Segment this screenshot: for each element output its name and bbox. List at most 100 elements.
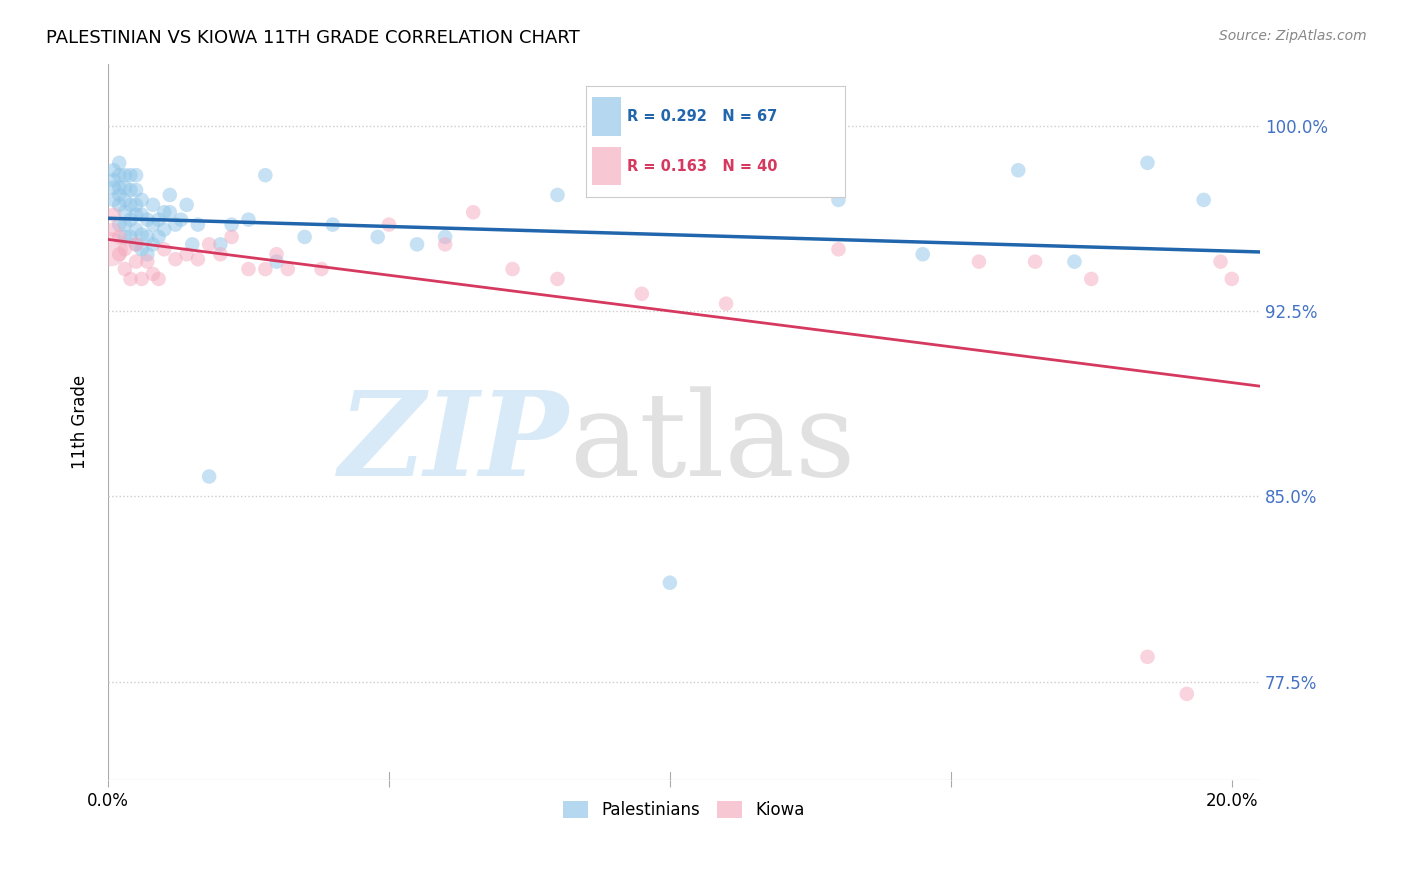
Point (100, 242, 122, 256)
Point (125, 168, 148, 182)
Point (547, 272, 569, 286)
Point (159, 188, 181, 202)
Point (1024, 254, 1046, 268)
Point (131, 227, 153, 242)
Point (153, 205, 176, 219)
Point (434, 237, 457, 252)
Point (367, 230, 389, 244)
Point (125, 254, 148, 268)
Point (131, 193, 153, 207)
Text: Source: ZipAtlas.com: Source: ZipAtlas.com (1219, 29, 1367, 43)
Point (103, 208, 125, 222)
Point (1063, 254, 1085, 268)
Point (114, 230, 136, 244)
Point (176, 247, 198, 261)
Point (103, 180, 125, 194)
Point (159, 205, 181, 219)
Point (463, 205, 485, 219)
Point (125, 208, 148, 222)
Point (114, 262, 136, 277)
Point (120, 230, 142, 244)
Point (238, 262, 260, 277)
Point (1136, 649, 1159, 664)
Point (153, 222, 176, 236)
Point (254, 168, 277, 182)
Point (114, 193, 136, 207)
Text: PALESTINIAN VS KIOWA 11TH GRADE CORRELATION CHART: PALESTINIAN VS KIOWA 11TH GRADE CORRELAT… (46, 29, 581, 46)
Point (198, 237, 221, 252)
Point (131, 272, 153, 286)
Point (209, 247, 232, 261)
Point (187, 252, 209, 267)
Point (165, 252, 187, 267)
Point (114, 168, 136, 182)
Point (176, 198, 198, 212)
Point (1007, 163, 1029, 178)
Point (108, 188, 131, 202)
Point (103, 173, 125, 187)
Y-axis label: 11th Grade: 11th Grade (72, 376, 89, 469)
Point (136, 230, 159, 244)
Legend: Palestinians, Kiowa: Palestinians, Kiowa (557, 794, 811, 826)
Point (1080, 272, 1102, 286)
Point (125, 198, 148, 212)
Point (1192, 193, 1215, 207)
Point (547, 188, 569, 202)
Point (406, 237, 429, 252)
Point (827, 242, 849, 256)
Point (125, 237, 148, 252)
Point (187, 218, 209, 232)
Point (266, 247, 288, 261)
Point (170, 212, 193, 227)
Point (311, 262, 333, 277)
Point (1220, 272, 1243, 286)
Point (103, 193, 125, 207)
Point (108, 156, 131, 170)
Point (108, 168, 131, 182)
Point (221, 230, 243, 244)
Point (114, 205, 136, 219)
Point (120, 198, 142, 212)
Point (911, 247, 934, 261)
Point (1136, 156, 1159, 170)
Point (434, 230, 457, 244)
Point (148, 230, 170, 244)
Point (266, 254, 288, 268)
Point (221, 218, 243, 232)
Point (108, 247, 131, 261)
Point (120, 168, 142, 182)
Point (1209, 254, 1232, 268)
Point (136, 247, 159, 261)
Point (125, 183, 148, 197)
Point (238, 212, 260, 227)
Text: ZIP: ZIP (339, 386, 569, 501)
Point (630, 286, 652, 301)
Point (125, 222, 148, 236)
Point (658, 575, 681, 590)
Point (120, 183, 142, 197)
Point (114, 242, 136, 256)
Point (378, 218, 401, 232)
Point (114, 218, 136, 232)
Text: atlas: atlas (569, 386, 855, 501)
Point (165, 218, 187, 232)
Point (1175, 687, 1198, 701)
Point (277, 262, 299, 277)
Point (181, 237, 204, 252)
Point (714, 296, 737, 310)
Point (136, 212, 159, 227)
Point (967, 254, 990, 268)
Point (120, 212, 142, 227)
Point (254, 262, 277, 277)
Point (322, 218, 344, 232)
Point (142, 198, 165, 212)
Point (108, 218, 131, 232)
Point (136, 254, 159, 268)
Point (209, 237, 232, 252)
Point (120, 272, 142, 286)
Point (131, 242, 153, 256)
Point (148, 272, 170, 286)
Point (142, 267, 165, 281)
Point (198, 469, 221, 483)
Point (103, 163, 125, 178)
